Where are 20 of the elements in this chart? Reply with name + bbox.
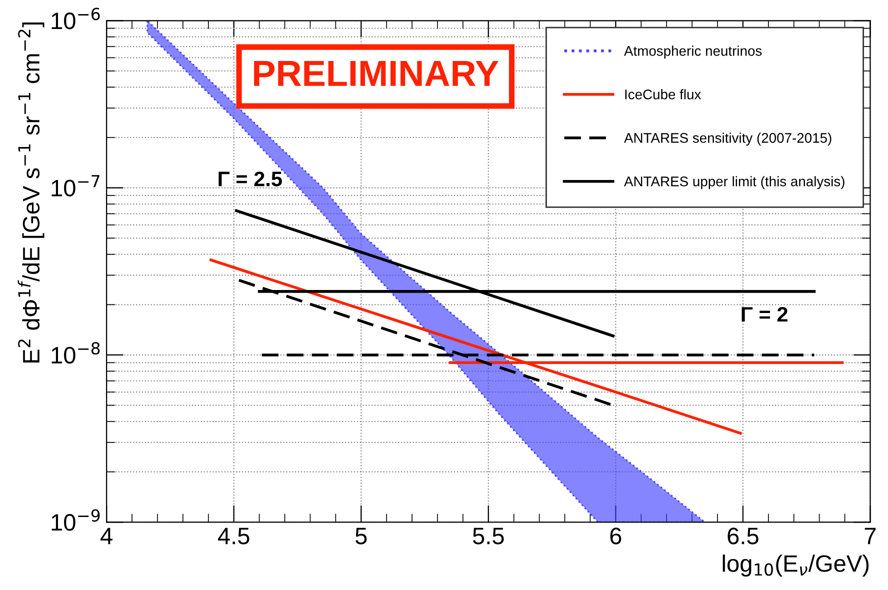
y-tick-label: 10$^{−9}$ (52, 509, 100, 531)
x-tick-label: 7 (864, 528, 876, 544)
x-tick-label: 4 (100, 528, 112, 544)
legend-label: IceCube flux (625, 89, 702, 100)
x-axis-title: log$_{10}$(E$_{ν}$/GeV) (722, 554, 869, 577)
x-tick-label: 6.5 (728, 528, 758, 544)
annotation: PRELIMINARY (254, 61, 498, 86)
annotation: Γ = 2.5 (218, 172, 282, 186)
annotation: Γ = 2 (742, 307, 788, 322)
y-tick-label: 10$^{−7}$ (52, 175, 100, 196)
legend-label: ANTARES sensitivity (2007-2015) (624, 132, 832, 146)
x-tick-label: 5 (356, 528, 367, 544)
text: E$^{2}$ dΦ$^{1f}$/dE [GeV s$^{−1}$ sr$^{−1}$ cm$^{−2}$] (18, 22, 44, 362)
legend-label: ANTARES upper limit (this analysis) (624, 176, 844, 190)
x-tick-label: 6 (610, 528, 622, 544)
y-tick-label: 10$^{−6}$ (52, 8, 100, 30)
x-tick-label: 4.5 (218, 528, 250, 544)
y-tick-label: 10$^{−8}$ (52, 342, 100, 364)
x-tick-label: 5.5 (472, 528, 504, 544)
legend-label: Atmospheric neutrinos (624, 46, 762, 59)
